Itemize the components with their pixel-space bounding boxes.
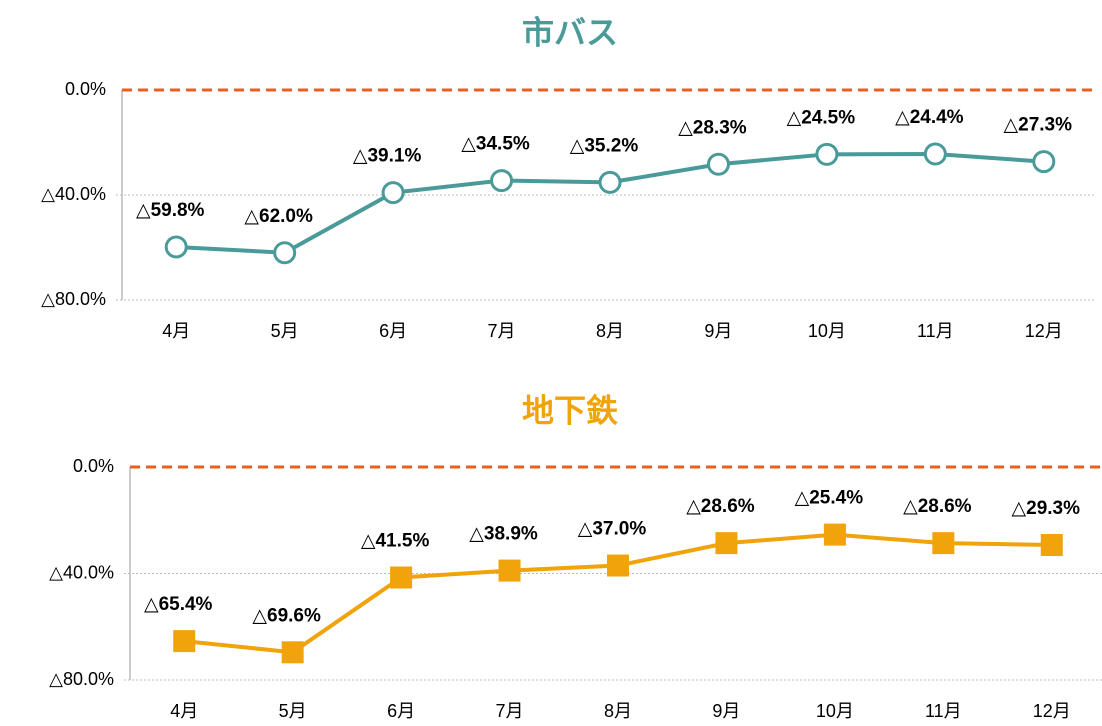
chart-title: 市バス — [522, 14, 618, 50]
data-label: △37.0% — [578, 519, 647, 540]
data-label: △28.6% — [686, 496, 755, 517]
marker — [173, 630, 196, 653]
marker — [281, 641, 304, 664]
data-label: △59.8% — [136, 200, 205, 221]
data-label: △28.3% — [678, 117, 747, 138]
marker — [1032, 150, 1056, 174]
y-tick-label: △40.0% — [49, 562, 114, 582]
data-label: △65.4% — [144, 594, 213, 615]
data-label: △69.6% — [252, 605, 321, 626]
x-tick-label: 5月 — [271, 321, 299, 341]
marker — [498, 559, 521, 582]
x-tick-label: 11月 — [917, 321, 954, 341]
marker — [932, 532, 955, 555]
data-label: △27.3% — [1004, 115, 1073, 136]
marker — [923, 142, 947, 166]
data-label: △24.4% — [895, 107, 964, 128]
marker — [390, 566, 413, 589]
marker — [164, 235, 188, 259]
data-label: △35.2% — [570, 135, 639, 156]
x-tick-label: 4月 — [162, 321, 190, 341]
x-tick-label: 7月 — [496, 701, 524, 721]
marker — [715, 532, 738, 555]
marker — [381, 181, 405, 205]
x-tick-label: 6月 — [387, 701, 415, 721]
marker — [607, 554, 629, 577]
line — [176, 152, 1044, 255]
data-label: △24.5% — [787, 107, 856, 128]
x-tick-label: 6月 — [379, 321, 407, 341]
data-label: △38.9% — [469, 524, 538, 545]
chart-title: 地下鉄 — [522, 392, 618, 428]
data-label: △41.5% — [361, 531, 430, 552]
data-label: △62.0% — [244, 206, 313, 227]
data-label: △34.5% — [461, 134, 530, 155]
x-tick-label: 10月 — [808, 321, 846, 341]
marker — [815, 142, 839, 166]
x-tick-label: 7月 — [488, 321, 516, 341]
line — [184, 532, 1052, 655]
marker — [273, 241, 297, 265]
marker — [823, 523, 846, 546]
marker — [1040, 534, 1063, 557]
x-tick-label: 5月 — [279, 701, 307, 721]
y-tick-label: △80.0% — [49, 669, 114, 689]
data-label: △29.3% — [1012, 498, 1081, 519]
x-tick-label: 9月 — [712, 701, 740, 721]
data-label: △39.1% — [353, 146, 422, 167]
data-label: △25.4% — [795, 488, 864, 509]
x-tick-label: 4月 — [170, 701, 198, 721]
y-tick-label: 0.0% — [65, 79, 106, 99]
x-tick-label: 8月 — [604, 701, 632, 721]
marker — [706, 152, 730, 176]
y-tick-label: △40.0% — [41, 184, 106, 204]
marker — [598, 170, 622, 194]
x-tick-label: 10月 — [816, 701, 854, 721]
marker — [490, 169, 514, 193]
x-tick-label: 12月 — [1025, 321, 1063, 341]
y-tick-label: 0.0% — [73, 456, 114, 476]
y-tick-label: △80.0% — [41, 289, 106, 309]
x-tick-label: 11月 — [925, 701, 962, 721]
x-tick-label: 9月 — [704, 321, 732, 341]
x-tick-label: 12月 — [1033, 701, 1071, 721]
data-label: △28.6% — [903, 496, 972, 517]
x-tick-label: 8月 — [596, 321, 624, 341]
